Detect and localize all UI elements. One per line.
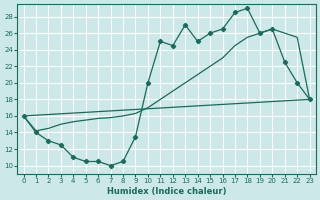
X-axis label: Humidex (Indice chaleur): Humidex (Indice chaleur) (107, 187, 226, 196)
